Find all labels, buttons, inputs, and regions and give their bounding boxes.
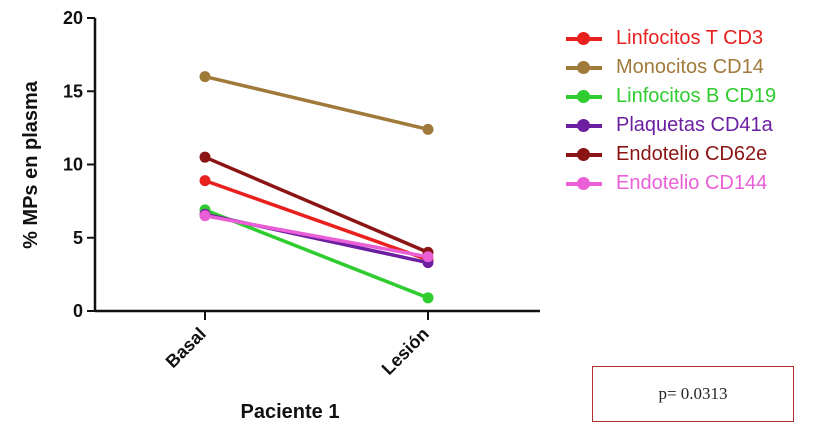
legend-item: Monocitos CD14 xyxy=(566,53,776,82)
x-tick-label: Basal xyxy=(162,324,210,372)
legend-swatch xyxy=(566,86,602,108)
legend-swatch xyxy=(566,57,602,79)
legend-label: Monocitos CD14 xyxy=(616,56,764,78)
legend-swatch xyxy=(566,115,602,137)
data-point xyxy=(199,210,211,222)
legend-item: Endotelio CD62e xyxy=(566,140,776,169)
y-tick-label: 0 xyxy=(73,301,83,321)
legend-swatch xyxy=(566,28,602,50)
y-tick-label: 5 xyxy=(73,228,83,248)
data-point xyxy=(199,175,211,187)
data-point xyxy=(199,71,211,83)
y-tick-label: 10 xyxy=(63,155,83,175)
legend: Linfocitos T CD3 Monocitos CD14 Linfocitos… xyxy=(566,24,776,198)
series-layer xyxy=(199,71,434,304)
p-value-box: p= 0.0313 xyxy=(592,366,794,422)
legend-label: Endotelio CD62e xyxy=(616,143,768,165)
data-point xyxy=(422,292,434,304)
data-point xyxy=(422,251,434,263)
data-point xyxy=(422,123,434,135)
series-line xyxy=(204,155,429,255)
legend-item: Endotelio CD144 xyxy=(566,169,776,198)
y-tick-label: 20 xyxy=(63,8,83,28)
legend-swatch xyxy=(566,173,602,195)
y-axis-label: % MPs en plasma xyxy=(20,80,42,249)
legend-label: Linfocitos T CD3 xyxy=(616,27,764,49)
series-line xyxy=(204,178,429,262)
series-5 xyxy=(199,210,434,263)
legend-item: Plaquetas CD41a xyxy=(566,111,776,140)
legend-label: Linfocitos B CD19 xyxy=(616,85,777,107)
series-line xyxy=(204,214,429,259)
series-line xyxy=(204,74,429,132)
legend-label: Plaquetas CD41a xyxy=(616,114,773,136)
legend-label: Endotelio CD144 xyxy=(616,172,768,194)
legend-swatch xyxy=(566,144,602,166)
legend-item: Linfocitos B CD19 xyxy=(566,82,776,111)
series-line xyxy=(204,208,429,300)
y-tick-label: 15 xyxy=(63,81,83,101)
axes: 0 5 10 15 20 Basal Lesión xyxy=(63,8,540,379)
x-tick-label: Lesión xyxy=(378,324,433,379)
series-4 xyxy=(199,151,434,258)
p-value-text: p= 0.0313 xyxy=(658,384,728,403)
legend-item: Linfocitos T CD3 xyxy=(566,24,776,53)
x-axis-label: Paciente 1 xyxy=(241,401,340,423)
series-1 xyxy=(199,71,434,135)
data-point xyxy=(199,151,211,163)
